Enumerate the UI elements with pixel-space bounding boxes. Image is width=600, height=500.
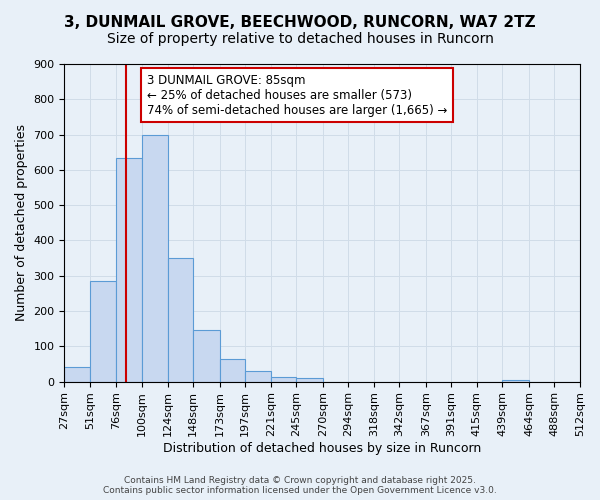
Bar [220,358,245,382]
Bar [296,378,323,382]
Bar [193,330,220,382]
Bar [90,281,116,382]
Text: Contains HM Land Registry data © Crown copyright and database right 2025.
Contai: Contains HM Land Registry data © Crown c… [103,476,497,495]
Text: 3, DUNMAIL GROVE, BEECHWOOD, RUNCORN, WA7 2TZ: 3, DUNMAIL GROVE, BEECHWOOD, RUNCORN, WA… [64,15,536,30]
X-axis label: Distribution of detached houses by size in Runcorn: Distribution of detached houses by size … [163,442,481,455]
Text: Size of property relative to detached houses in Runcorn: Size of property relative to detached ho… [107,32,493,46]
Bar [271,378,296,382]
Text: 3 DUNMAIL GROVE: 85sqm
← 25% of detached houses are smaller (573)
74% of semi-de: 3 DUNMAIL GROVE: 85sqm ← 25% of detached… [147,74,447,116]
Bar [116,158,142,382]
Y-axis label: Number of detached properties: Number of detached properties [15,124,28,322]
Bar [167,258,193,382]
Bar [142,134,167,382]
Bar [245,371,271,382]
Bar [64,367,90,382]
Bar [502,380,529,382]
